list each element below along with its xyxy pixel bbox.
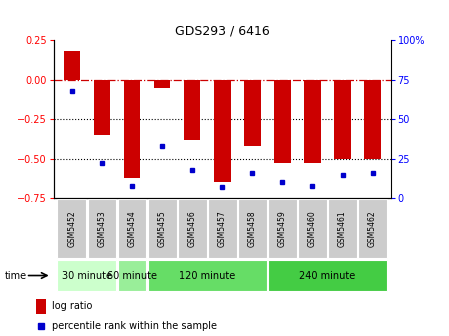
Text: GSM5459: GSM5459 xyxy=(278,210,287,247)
Bar xyxy=(57,260,116,291)
Bar xyxy=(124,80,141,178)
Bar xyxy=(334,80,351,159)
Bar xyxy=(268,260,387,291)
Text: GSM5461: GSM5461 xyxy=(338,210,347,247)
Bar xyxy=(184,80,200,140)
Bar xyxy=(64,51,80,80)
Text: GSM5457: GSM5457 xyxy=(218,210,227,247)
Text: 30 minute: 30 minute xyxy=(62,270,112,281)
Bar xyxy=(244,80,260,146)
Bar xyxy=(118,200,146,257)
Bar xyxy=(214,80,230,182)
Text: log ratio: log ratio xyxy=(52,301,92,311)
Text: GSM5453: GSM5453 xyxy=(97,210,106,247)
Bar xyxy=(364,80,381,159)
Text: 240 minute: 240 minute xyxy=(299,270,356,281)
Text: time: time xyxy=(4,270,26,281)
Bar xyxy=(208,200,237,257)
Text: GSM5454: GSM5454 xyxy=(128,210,136,247)
Bar xyxy=(304,80,321,164)
Text: percentile rank within the sample: percentile rank within the sample xyxy=(52,321,216,331)
Bar xyxy=(88,200,116,257)
Bar xyxy=(36,298,46,314)
Bar xyxy=(328,200,357,257)
Text: 120 minute: 120 minute xyxy=(179,270,235,281)
Bar xyxy=(238,200,267,257)
Title: GDS293 / 6416: GDS293 / 6416 xyxy=(175,25,270,38)
Bar xyxy=(148,200,176,257)
Text: GSM5452: GSM5452 xyxy=(67,210,76,247)
Bar xyxy=(57,200,86,257)
Bar xyxy=(268,200,297,257)
Bar xyxy=(358,200,387,257)
Text: GSM5456: GSM5456 xyxy=(188,210,197,247)
Text: GSM5455: GSM5455 xyxy=(158,210,167,247)
Text: GSM5462: GSM5462 xyxy=(368,210,377,247)
Bar xyxy=(154,80,170,88)
Bar xyxy=(298,200,327,257)
Text: 60 minute: 60 minute xyxy=(107,270,157,281)
Bar xyxy=(178,200,207,257)
Text: GSM5458: GSM5458 xyxy=(248,210,257,247)
Bar xyxy=(274,80,291,164)
Bar xyxy=(118,260,146,291)
Bar xyxy=(148,260,267,291)
Bar xyxy=(94,80,110,135)
Text: GSM5460: GSM5460 xyxy=(308,210,317,247)
